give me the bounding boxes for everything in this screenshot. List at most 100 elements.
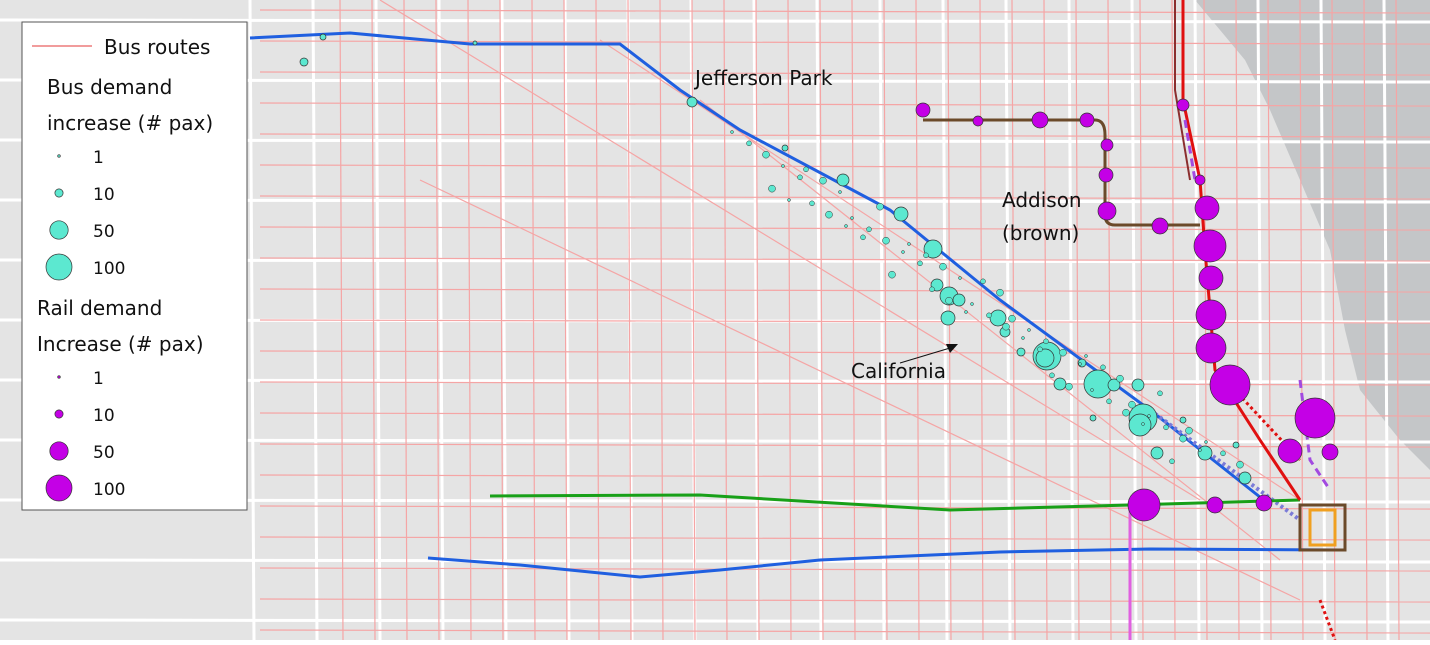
map-labels: Jefferson Park Addison (brown) Californi… bbox=[693, 66, 1082, 383]
station-label: Jefferson Park bbox=[693, 66, 833, 90]
bus-demand bbox=[1204, 440, 1208, 444]
legend-symbol bbox=[57, 375, 61, 379]
bus-demand bbox=[1065, 382, 1073, 391]
legend-symbol bbox=[45, 253, 73, 281]
bus-route bbox=[379, 0, 1201, 501]
road bbox=[1382, 0, 1390, 641]
bus-demand bbox=[1078, 362, 1082, 366]
bus-demand bbox=[838, 190, 842, 194]
bus-demand bbox=[1089, 414, 1097, 422]
bus-route bbox=[1107, 0, 1112, 641]
bus-demand bbox=[860, 234, 866, 241]
bus-route bbox=[755, 0, 760, 641]
road bbox=[1130, 0, 1138, 641]
bus-route bbox=[259, 226, 1430, 231]
legend-symbol bbox=[49, 220, 69, 240]
bus-demand bbox=[882, 236, 890, 245]
bus-demand bbox=[299, 57, 309, 67]
station-label: (brown) bbox=[1002, 221, 1079, 245]
bus-demand bbox=[1090, 388, 1094, 392]
bus-demand bbox=[781, 144, 789, 152]
bus-route bbox=[787, 0, 792, 641]
station-label: Addison bbox=[1002, 188, 1082, 212]
legend-label: 1 bbox=[93, 369, 104, 389]
bus-demand bbox=[809, 200, 815, 207]
bus-demand bbox=[876, 202, 884, 211]
rail-demand bbox=[1277, 438, 1303, 464]
bus-route bbox=[1043, 0, 1048, 641]
legend-label: 50 bbox=[93, 222, 115, 242]
bus-demand bbox=[939, 262, 947, 271]
legend-symbol bbox=[54, 409, 64, 419]
bus-route bbox=[259, 71, 1430, 76]
rail-demand bbox=[1193, 229, 1227, 263]
bus-demand bbox=[1179, 434, 1187, 443]
bus-demand bbox=[940, 310, 956, 326]
bus-demand bbox=[1106, 398, 1112, 405]
legend-label: 1 bbox=[93, 148, 104, 168]
bus-demand bbox=[1198, 448, 1202, 452]
bus-demand bbox=[952, 293, 966, 307]
bus-demand bbox=[917, 260, 923, 267]
bus-demand bbox=[1197, 445, 1213, 461]
bus-route bbox=[259, 9, 1430, 14]
bus-route bbox=[259, 598, 1430, 603]
bus-demand bbox=[907, 242, 911, 246]
bus-route bbox=[259, 412, 1430, 417]
legend-entry: Bus routes bbox=[104, 35, 210, 59]
bus-demand bbox=[945, 296, 953, 305]
bus-demand bbox=[996, 288, 1004, 297]
bus-route bbox=[851, 0, 856, 641]
bus-route bbox=[499, 0, 504, 641]
arrowhead bbox=[946, 344, 958, 353]
bus-route bbox=[259, 257, 1430, 262]
rail-demand bbox=[1206, 496, 1224, 514]
rail-demand bbox=[1194, 195, 1220, 221]
bus-route bbox=[979, 0, 984, 641]
bus-route bbox=[1395, 0, 1400, 641]
bus-demand bbox=[989, 309, 1007, 327]
bus-demand bbox=[730, 130, 734, 134]
bus-route bbox=[259, 536, 1430, 541]
bus-route bbox=[1299, 0, 1304, 641]
lake bbox=[1195, 0, 1430, 470]
legend: Bus routes Bus demand increase (# pax) R… bbox=[21, 21, 248, 511]
station-label: California bbox=[851, 359, 946, 383]
bus-demand bbox=[1185, 426, 1193, 435]
bus-demand bbox=[787, 198, 791, 202]
legend-symbol bbox=[57, 154, 61, 158]
bus-demand bbox=[1049, 372, 1055, 379]
bus-demand bbox=[768, 184, 776, 193]
bus-demand bbox=[803, 166, 809, 173]
bus-route bbox=[627, 0, 632, 641]
rail-demand bbox=[1097, 201, 1117, 221]
bus-route bbox=[1171, 0, 1176, 641]
bus-demand bbox=[866, 226, 872, 233]
rail-demand bbox=[1079, 112, 1095, 128]
rail-demand bbox=[1176, 98, 1190, 112]
bus-route bbox=[723, 0, 728, 641]
bus-route bbox=[259, 102, 1430, 107]
bus-demand bbox=[844, 224, 848, 228]
bus-route bbox=[259, 133, 1430, 138]
bus-demand bbox=[850, 216, 854, 220]
road bbox=[0, 618, 1430, 624]
bus-demand bbox=[1131, 378, 1145, 392]
bus-demand bbox=[1043, 338, 1049, 345]
legend-title: increase (# pax) bbox=[47, 111, 213, 135]
rail-demand bbox=[1195, 299, 1227, 331]
bus-route bbox=[595, 0, 600, 641]
bus-demand bbox=[1059, 348, 1067, 357]
legend-label: 100 bbox=[93, 259, 125, 279]
bus-demand bbox=[1236, 460, 1244, 469]
bus-demand bbox=[1169, 458, 1175, 465]
bus-demand bbox=[762, 150, 770, 159]
legend-symbol bbox=[49, 441, 69, 461]
legend-title: Increase (# pax) bbox=[37, 332, 204, 356]
rail-demand bbox=[1294, 397, 1336, 439]
bus-route bbox=[259, 319, 1430, 324]
legend-title: Bus demand bbox=[47, 75, 172, 99]
rail-demand bbox=[1195, 332, 1227, 364]
legend-label: 100 bbox=[93, 480, 125, 500]
